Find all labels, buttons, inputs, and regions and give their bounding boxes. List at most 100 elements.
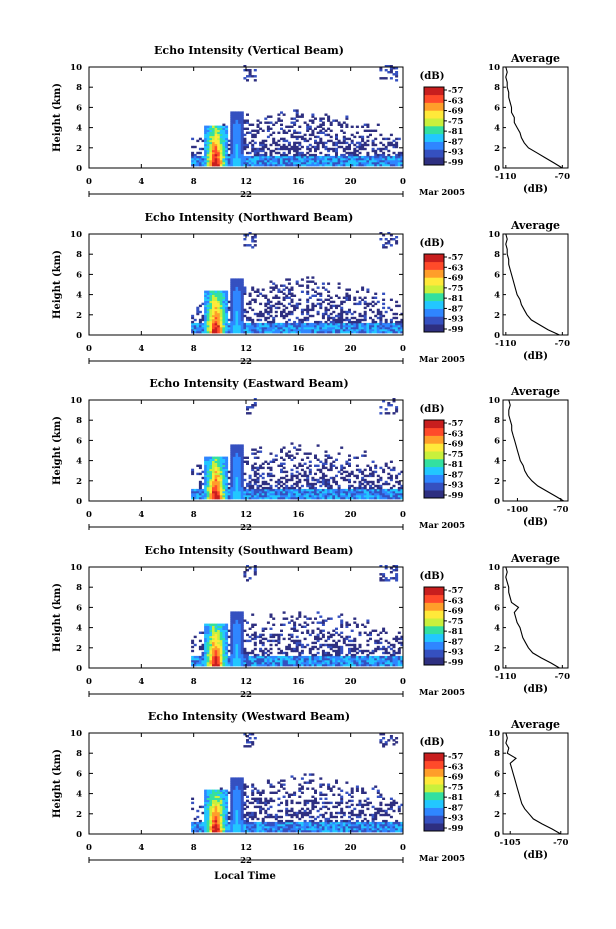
heatmap-cell xyxy=(269,490,273,494)
heatmap-cell xyxy=(243,141,247,145)
heatmap-cell xyxy=(300,326,304,330)
heatmap-cell xyxy=(314,456,317,459)
heatmap-cell xyxy=(316,159,320,163)
heatmap-cell xyxy=(308,452,312,455)
heatmap-cell xyxy=(235,613,239,616)
heatmap-cell xyxy=(230,494,234,498)
heatmap-cell xyxy=(293,157,297,161)
heatmap-cell xyxy=(397,661,401,665)
heatmap-cell xyxy=(395,79,399,82)
heatmap-cell xyxy=(392,488,396,492)
heatmap-cell xyxy=(214,805,218,809)
heatmap-cell xyxy=(232,492,236,496)
heatmap-cell xyxy=(348,294,351,297)
heatmap-cell xyxy=(384,488,388,492)
heatmap-cell xyxy=(379,77,383,80)
heatmap-cell xyxy=(369,492,372,496)
heatmap-cell xyxy=(293,121,297,124)
heatmap-cell xyxy=(371,488,375,492)
heatmap-cell xyxy=(212,131,215,134)
heatmap-cell xyxy=(230,288,234,291)
heatmap-cell xyxy=(337,322,341,326)
heatmap-cell xyxy=(308,661,312,665)
heatmap-cell xyxy=(219,460,223,463)
heatmap-cell xyxy=(251,147,255,151)
heatmap-cell xyxy=(340,310,344,314)
heatmap-cell xyxy=(311,621,315,624)
heatmap-cell xyxy=(277,322,281,326)
heatmap-cell xyxy=(293,482,297,486)
heatmap-cell xyxy=(335,492,338,496)
heatmap-cell xyxy=(345,460,349,463)
heatmap-cell xyxy=(337,161,341,165)
heatmap-cell xyxy=(282,296,286,299)
heatmap-cell xyxy=(327,456,331,459)
heatmap-cell xyxy=(230,468,234,472)
heatmap-cell xyxy=(321,131,325,134)
heatmap-cell xyxy=(222,819,226,823)
heatmap-cell xyxy=(243,77,247,80)
heatmap-cell xyxy=(266,639,270,643)
heatmap-cell xyxy=(308,664,312,667)
heatmap-cell xyxy=(214,801,218,805)
heatmap-cell xyxy=(319,615,323,618)
average-frame xyxy=(502,399,569,502)
heatmap-cell xyxy=(212,789,215,792)
heatmap-cell xyxy=(272,494,276,498)
heatmap-cell xyxy=(196,659,200,663)
heatmap-cell xyxy=(306,123,310,126)
heatmap-cell xyxy=(196,664,200,667)
heatmap-cell xyxy=(225,659,229,663)
heatmap-cell xyxy=(387,657,391,661)
heatmap-cell xyxy=(280,127,283,130)
heatmap-cell xyxy=(319,304,323,308)
heatmap-cell xyxy=(384,242,388,245)
heatmap-cell xyxy=(269,286,273,289)
heatmap-cell xyxy=(306,306,310,310)
heatmap-cell xyxy=(282,157,286,161)
heatmap-cell xyxy=(214,659,218,663)
heatmap-cell xyxy=(222,464,226,467)
colorbar-swatch xyxy=(424,649,444,658)
heatmap-cell xyxy=(397,159,401,163)
heatmap-cell xyxy=(371,157,375,161)
heatmap-cell xyxy=(282,486,286,490)
heatmap-cell xyxy=(209,791,213,794)
heatmap-cell xyxy=(251,464,255,467)
heatmap-cell xyxy=(204,153,208,157)
heatmap-cell xyxy=(282,113,286,116)
heatmap-cell xyxy=(374,314,378,318)
heatmap-cell xyxy=(253,324,257,328)
heatmap-cell xyxy=(382,664,386,667)
heatmap-cell xyxy=(259,331,263,334)
heatmap-cell xyxy=(240,661,244,665)
heatmap-cell xyxy=(376,484,380,488)
heatmap-cell xyxy=(225,639,229,643)
heatmap-cell xyxy=(206,627,210,630)
heatmap-cell xyxy=(345,635,349,639)
heatmap-cell xyxy=(222,653,226,657)
heatmap-cell xyxy=(272,155,276,159)
heatmap-cell xyxy=(204,468,208,472)
y-tick-label: 6 xyxy=(76,436,82,446)
heatmap-cell xyxy=(193,821,197,825)
heatmap-cell xyxy=(222,641,226,645)
heatmap-cell xyxy=(389,653,393,657)
heatmap-cell xyxy=(235,466,239,470)
heatmap-cell xyxy=(280,651,283,655)
heatmap-cell xyxy=(340,159,344,163)
heatmap-cell xyxy=(287,490,291,494)
heatmap-cell xyxy=(300,310,304,314)
heatmap-cell xyxy=(240,647,244,651)
heatmap-cell xyxy=(219,147,223,151)
heatmap-cell xyxy=(230,637,234,641)
heatmap-cell xyxy=(290,619,294,622)
heatmap-cell xyxy=(238,328,242,332)
heatmap-cell xyxy=(340,619,344,622)
heatmap-cell xyxy=(348,324,351,328)
heatmap-cell xyxy=(196,825,200,829)
heatmap-cell xyxy=(206,155,210,159)
heatmap-cell xyxy=(340,157,344,161)
heatmap-cell xyxy=(274,294,278,297)
heatmap-cell xyxy=(243,490,247,494)
